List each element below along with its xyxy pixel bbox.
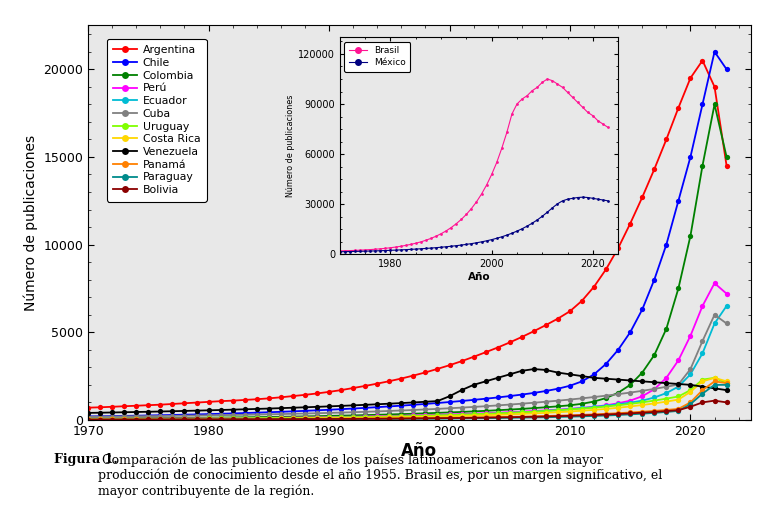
Text: Figura 1.: Figura 1. xyxy=(54,453,117,466)
Text: Comparación de las publicaciones de los países latinoamericanos con la mayor
pro: Comparación de las publicaciones de los … xyxy=(98,453,663,498)
Legend: Argentina, Chile, Colombia, Perú, Ecuador, Cuba, Uruguay, Costa Rica, Venezuela,: Argentina, Chile, Colombia, Perú, Ecuado… xyxy=(106,39,207,202)
Y-axis label: Número de publicaciones: Número de publicaciones xyxy=(23,134,38,311)
X-axis label: Año: Año xyxy=(401,442,437,460)
